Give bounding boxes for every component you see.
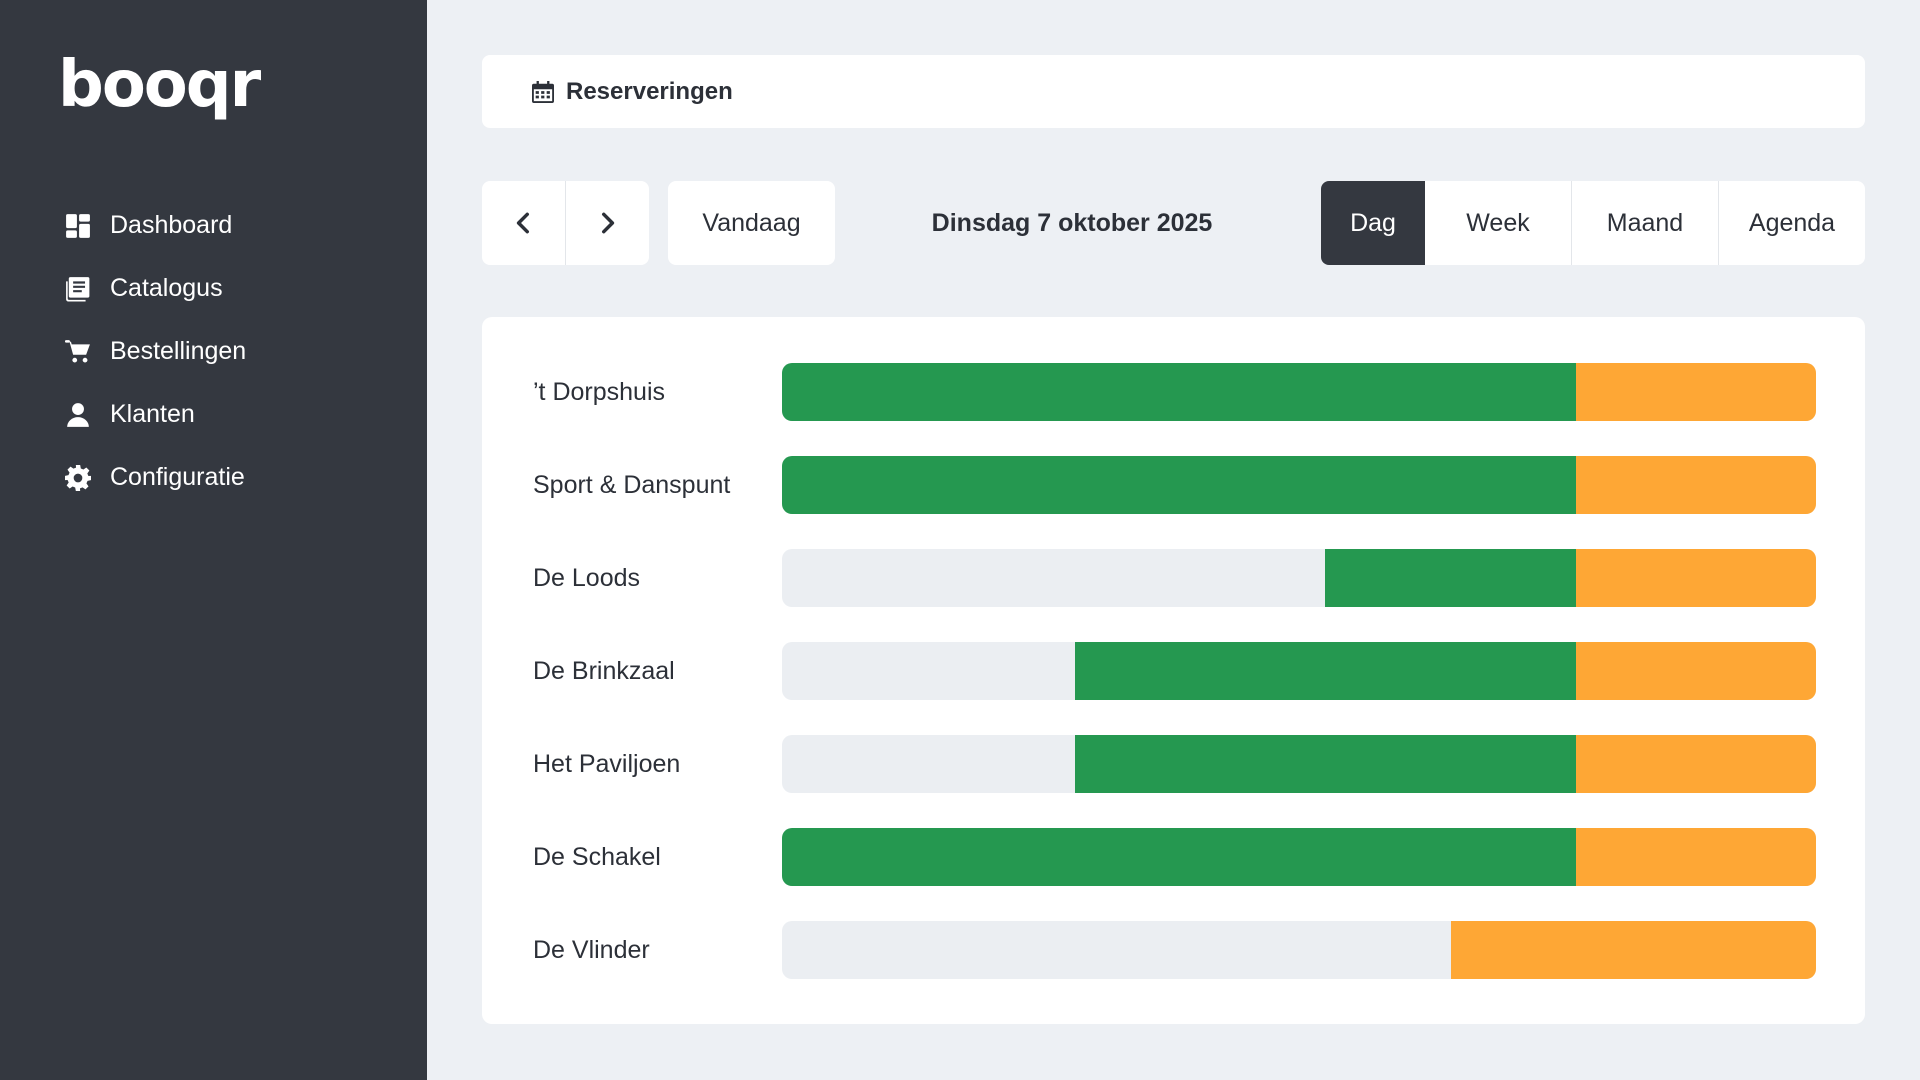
reservation-confirmed-segment[interactable] bbox=[782, 828, 1576, 886]
sidebar-item-bestellingen[interactable]: Bestellingen bbox=[64, 320, 246, 383]
calendar-icon bbox=[532, 80, 554, 103]
user-icon bbox=[64, 401, 92, 429]
resource-track[interactable] bbox=[782, 363, 1816, 421]
logo-text: booqr bbox=[58, 48, 261, 122]
resource-track[interactable] bbox=[782, 456, 1816, 514]
resource-row: De Vlinder bbox=[482, 921, 1865, 979]
gear-icon bbox=[64, 464, 92, 492]
calendar-toolbar: Vandaag Dinsdag 7 oktober 2025 Dag Week … bbox=[482, 181, 1865, 265]
page-header: Reserveringen bbox=[482, 55, 1865, 128]
reservation-confirmed-segment[interactable] bbox=[1325, 549, 1576, 607]
sidebar-item-label: Configuratie bbox=[110, 463, 245, 491]
resource-name: De Brinkzaal bbox=[533, 656, 675, 685]
reservation-confirmed-segment[interactable] bbox=[1075, 735, 1576, 793]
reservation-pending-segment[interactable] bbox=[1576, 456, 1816, 514]
current-date: Dinsdag 7 oktober 2025 bbox=[931, 208, 1213, 237]
view-switcher: Dag Week Maand Agenda bbox=[1321, 181, 1865, 265]
resource-row: De Schakel bbox=[482, 828, 1865, 886]
resource-track[interactable] bbox=[782, 549, 1816, 607]
sidebar-item-klanten[interactable]: Klanten bbox=[64, 383, 246, 446]
view-month-button[interactable]: Maand bbox=[1571, 181, 1718, 265]
app-logo[interactable]: booqr bbox=[58, 48, 264, 130]
resource-row: De Brinkzaal bbox=[482, 642, 1865, 700]
resource-track[interactable] bbox=[782, 642, 1816, 700]
sidebar-item-dashboard[interactable]: Dashboard bbox=[64, 194, 246, 257]
view-agenda-button[interactable]: Agenda bbox=[1718, 181, 1865, 265]
reservation-confirmed-segment[interactable] bbox=[782, 363, 1576, 421]
sidebar-nav: Dashboard Catalogus Bestellingen Klanten… bbox=[64, 194, 246, 509]
reservation-pending-segment[interactable] bbox=[1576, 642, 1816, 700]
resource-name: De Loods bbox=[533, 563, 641, 592]
resource-track[interactable] bbox=[782, 828, 1816, 886]
reservation-confirmed-segment[interactable] bbox=[782, 456, 1576, 514]
resource-row: De Loods bbox=[482, 549, 1865, 607]
resource-name: Het Paviljoen bbox=[533, 749, 681, 778]
next-button[interactable] bbox=[565, 181, 648, 265]
sidebar-item-label: Klanten bbox=[110, 400, 195, 428]
page-title: Reserveringen bbox=[566, 77, 733, 105]
resource-track[interactable] bbox=[782, 735, 1816, 793]
resource-track[interactable] bbox=[782, 921, 1816, 979]
sidebar-item-label: Bestellingen bbox=[110, 337, 247, 365]
dashboard-icon bbox=[64, 212, 92, 240]
reservation-pending-segment[interactable] bbox=[1576, 828, 1816, 886]
reservation-pending-segment[interactable] bbox=[1576, 363, 1816, 421]
resource-row: ’t Dorpshuis bbox=[482, 363, 1865, 421]
sidebar-item-configuratie[interactable]: Configuratie bbox=[64, 446, 246, 509]
date-nav-group bbox=[482, 181, 649, 265]
sidebar-item-label: Catalogus bbox=[110, 274, 223, 302]
resource-row: Sport & Danspunt bbox=[482, 456, 1865, 514]
cart-icon bbox=[64, 338, 92, 366]
reservation-pending-segment[interactable] bbox=[1576, 735, 1816, 793]
view-week-button[interactable]: Week bbox=[1466, 208, 1530, 237]
reservation-pending-segment[interactable] bbox=[1451, 921, 1816, 979]
resource-name: Sport & Danspunt bbox=[533, 470, 731, 499]
chevron-left-icon bbox=[516, 212, 529, 234]
today-button[interactable]: Vandaag bbox=[668, 181, 835, 265]
resource-name: De Vlinder bbox=[533, 935, 650, 964]
sidebar-item-label: Dashboard bbox=[110, 211, 233, 239]
sidebar-item-catalogus[interactable]: Catalogus bbox=[64, 257, 246, 320]
previous-button[interactable] bbox=[482, 181, 565, 265]
resource-row: Het Paviljoen bbox=[482, 735, 1865, 793]
resource-name: De Schakel bbox=[533, 842, 661, 871]
reservation-pending-segment[interactable] bbox=[1576, 549, 1816, 607]
view-day-button[interactable]: Dag bbox=[1321, 181, 1425, 265]
chevron-right-icon bbox=[602, 212, 615, 234]
reservations-timeline: ’t Dorpshuis Sport & Danspunt De Loods D… bbox=[482, 317, 1865, 1024]
catalog-icon bbox=[64, 275, 92, 303]
reservation-confirmed-segment[interactable] bbox=[1075, 642, 1576, 700]
sidebar: booqr Dashboard Catalogus Bestellingen K… bbox=[0, 0, 427, 1080]
resource-name: ’t Dorpshuis bbox=[533, 377, 665, 406]
